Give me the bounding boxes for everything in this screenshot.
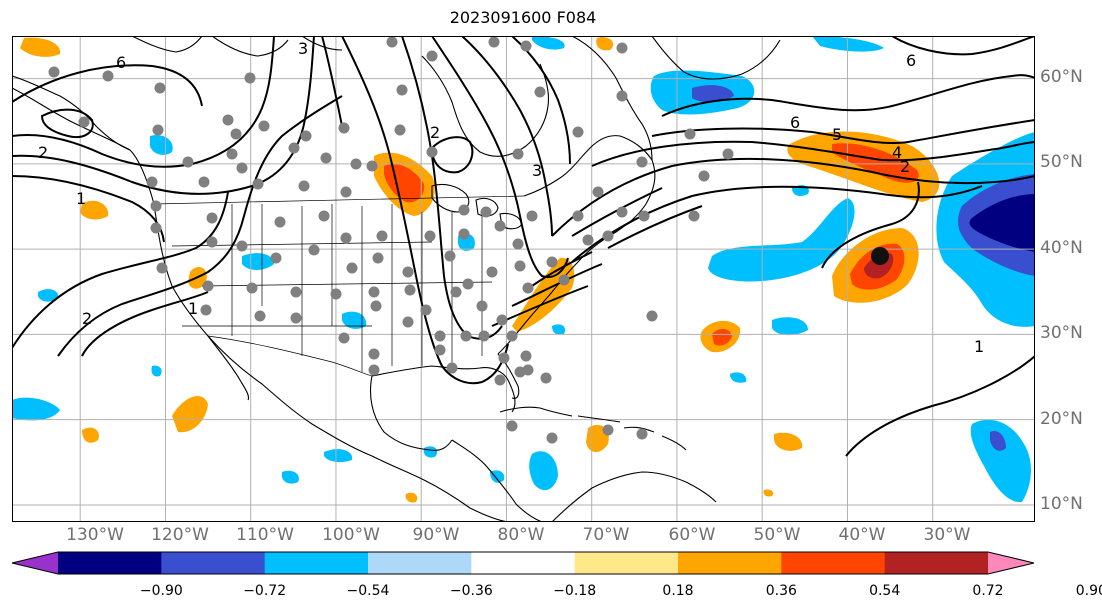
- colorbar-tick-label: −0.18: [553, 583, 597, 599]
- colorbar: [11, 551, 1035, 575]
- positive-anomaly-north-atlantic: [787, 131, 940, 202]
- colorbar-extend-high: [988, 552, 1034, 574]
- colorbar-segment: [781, 552, 886, 574]
- station-dots: [48, 36, 734, 444]
- contour-label: 3: [298, 39, 308, 58]
- contour-label: 2: [430, 123, 440, 142]
- colorbar-tick-label: −0.90: [139, 583, 183, 599]
- lon-tick-label: 90°W: [412, 525, 460, 545]
- colorbar-tick-label: 0.36: [765, 583, 797, 599]
- negative-anomaly-greenland: [650, 36, 884, 115]
- colorbar-extend-low: [12, 552, 58, 574]
- colorbar-tick-label: 0.90: [1075, 583, 1102, 599]
- contour-labels: 6 6 6 5 4 3 2 2 2 2 1 1 1 3: [38, 39, 984, 356]
- lat-tick-label: 50°N: [1040, 152, 1083, 172]
- map-title: 2023091600 F084: [449, 8, 597, 27]
- negative-anomaly-east-atlantic: [936, 132, 1035, 327]
- lon-tick-label: 130°W: [66, 525, 124, 545]
- lat-tick-label: 20°N: [1040, 409, 1083, 429]
- colorbar-segment: [574, 552, 679, 574]
- contour-label: 2: [82, 309, 92, 328]
- lon-tick-label: 80°W: [497, 525, 545, 545]
- contour-label: 3: [532, 161, 542, 180]
- contour-label: 1: [188, 299, 198, 318]
- contour-label: 1: [76, 189, 86, 208]
- lat-tick-label: 60°N: [1040, 67, 1083, 87]
- colorbar-segment: [264, 552, 369, 574]
- shaded-anomalies: [12, 36, 1035, 503]
- lat-tick-label: 30°N: [1040, 323, 1083, 343]
- map-frame: [12, 36, 1035, 522]
- negative-anomaly-central-atlantic: [708, 185, 855, 336]
- storm-center-marker: [871, 247, 889, 265]
- positive-anomaly-storm: [832, 228, 919, 303]
- contour-lines: [12, 36, 1035, 457]
- colorbar-segment: [884, 552, 989, 574]
- colorbar-outline: [11, 551, 1035, 575]
- colorbar-tick-label: 0.54: [869, 583, 901, 599]
- colorbar-tick-label: 0.72: [972, 583, 1004, 599]
- colorbar-segment: [58, 552, 162, 574]
- forecast-map: 6 6 6 5 4 3 2 2 2 2 1 1 1 3: [12, 36, 1035, 522]
- lat-tick-label: 40°N: [1040, 238, 1083, 258]
- colorbar-tick-label: −0.36: [449, 583, 493, 599]
- colorbar-tick-label: −0.72: [243, 583, 287, 599]
- contour-label: 6: [116, 53, 126, 72]
- coastlines: [12, 36, 781, 522]
- colorbar-segment: [161, 552, 266, 574]
- contour-label: 5: [832, 125, 842, 144]
- lon-tick-label: 50°W: [753, 525, 801, 545]
- positive-anomaly-upper-midwest: [374, 152, 435, 216]
- colorbar-segment: [678, 552, 782, 574]
- contour-label: 2: [900, 157, 910, 176]
- lon-tick-label: 30°W: [923, 525, 971, 545]
- lon-tick-label: 40°W: [838, 525, 886, 545]
- contour-label: 4: [892, 143, 902, 162]
- lon-tick-label: 100°W: [322, 525, 380, 545]
- lon-tick-label: 120°W: [151, 525, 209, 545]
- contour-label: 1: [974, 337, 984, 356]
- contour-label: 2: [38, 143, 48, 162]
- colorbar-segment: [368, 552, 472, 574]
- lon-tick-label: 70°W: [582, 525, 630, 545]
- colorbar-tick-label: 0.18: [662, 583, 694, 599]
- gridlines: [12, 36, 1035, 522]
- colorbar-tick-label: −0.54: [346, 583, 390, 599]
- contour-label: 6: [906, 51, 916, 70]
- contour-label: 6: [790, 113, 800, 132]
- lat-tick-label: 10°N: [1040, 494, 1083, 514]
- lon-tick-label: 60°W: [668, 525, 716, 545]
- positive-anomaly-small-cells: [20, 37, 803, 503]
- positive-anomaly-east-coast: [512, 257, 575, 332]
- colorbar-segment: [471, 552, 576, 574]
- lon-tick-label: 110°W: [236, 525, 294, 545]
